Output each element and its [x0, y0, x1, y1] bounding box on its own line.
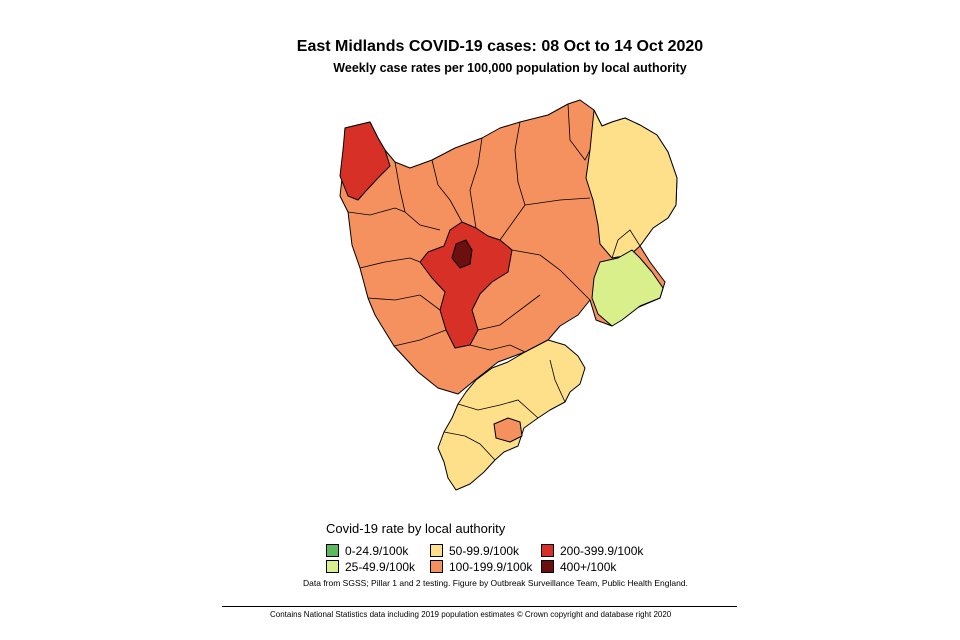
boundary-line	[499, 121, 526, 241]
legend-swatch	[541, 560, 554, 573]
map-subtitle: Weekly case rates per 100,000 population…	[333, 61, 687, 75]
boundary-line	[367, 294, 441, 311]
boundary-line	[469, 137, 483, 229]
legend-swatch	[430, 544, 443, 557]
boundary-line	[347, 207, 406, 216]
boundary-line	[611, 229, 641, 259]
map-title: East Midlands COVID-19 cases: 08 Oct to …	[296, 38, 704, 55]
boundary-line	[549, 359, 566, 403]
legend-label: 100-199.9/100k	[449, 560, 533, 574]
region-south-enclave	[493, 417, 523, 443]
boundary-line	[431, 159, 463, 223]
region-south	[437, 339, 586, 491]
region-south-east-low	[591, 249, 664, 327]
divider	[222, 606, 737, 607]
legend-label: 200-399.9/100k	[560, 544, 644, 558]
legend-label: 400+/100k	[560, 560, 617, 574]
legend-swatch	[326, 560, 339, 573]
legend-item: 25-49.9/100k	[326, 560, 415, 574]
legend-label: 50-99.9/100k	[449, 544, 520, 558]
boundary-line	[511, 249, 591, 301]
legend-swatch	[326, 544, 339, 557]
boundary-line	[457, 399, 539, 419]
boundary-line	[393, 329, 447, 347]
authority-boundaries	[347, 103, 641, 461]
legend-item: 200-399.9/100k	[541, 544, 643, 558]
legend-swatch	[430, 560, 443, 573]
region-north-west-high	[339, 121, 391, 201]
source-note: Data from SGSS; Pillar 1 and 2 testing. …	[303, 578, 688, 588]
region-central-peak	[451, 239, 473, 269]
legend-item: 400+/100k	[541, 560, 616, 574]
legend-item: 0-24.9/100k	[326, 544, 408, 558]
legend-label: 25-49.9/100k	[345, 560, 416, 574]
region-lincolnshire-east	[585, 109, 678, 259]
boundary-line	[524, 197, 591, 206]
legend-title: Covid-19 rate by local authority	[326, 521, 506, 536]
boundary-line	[477, 294, 541, 331]
copyright-note: Contains National Statistics data includ…	[270, 610, 672, 619]
boundary-line	[359, 257, 421, 269]
boundary-line	[443, 431, 496, 461]
legend-item: 50-99.9/100k	[430, 544, 519, 558]
legend-swatch	[541, 544, 554, 557]
boundary-line	[567, 103, 591, 161]
boundary-line	[469, 344, 526, 353]
legend-item: 100-199.9/100k	[430, 560, 532, 574]
legend-label: 0-24.9/100k	[345, 544, 409, 558]
